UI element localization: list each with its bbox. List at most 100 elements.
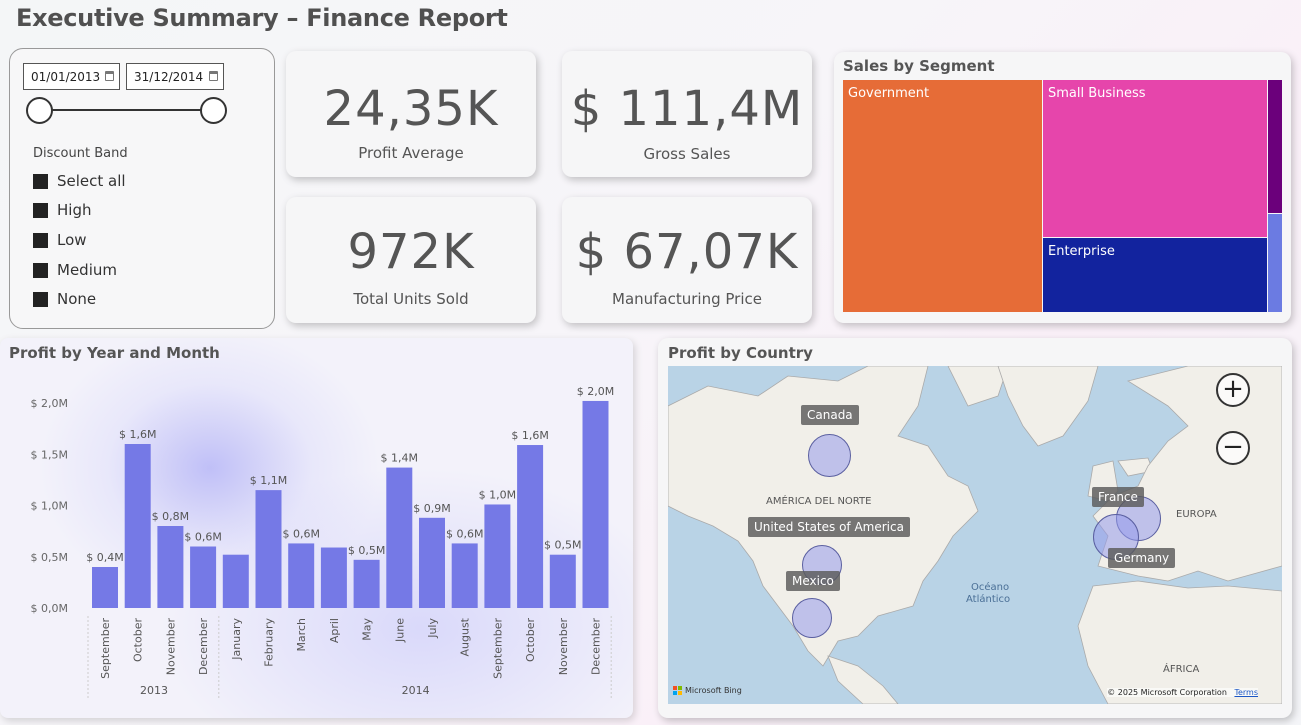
- bar[interactable]: [549, 554, 576, 608]
- terms-link[interactable]: Terms: [1234, 688, 1258, 697]
- data-label: $ 2,0M: [577, 385, 614, 398]
- bing-attribution: Microsoft Bing: [673, 686, 742, 695]
- data-label: $ 1,0M: [479, 488, 516, 501]
- profit-by-country-card: Profit by Country AMÉRICA DEL NORTE EURO…: [658, 338, 1292, 718]
- data-label: $ 1,1M: [250, 474, 287, 487]
- ocean-label: Océano: [971, 582, 1010, 593]
- discount-option-none[interactable]: None: [33, 290, 96, 308]
- kpi-card-gross-sales: $ 111,4M Gross Sales: [562, 51, 812, 177]
- bar-chart: $ 0,0M $ 0,5M $ 1,0M $ 1,5M $ 2,0M $ 0,4M Sept…: [31, 385, 614, 700]
- x-tick-label: October: [524, 618, 537, 662]
- panel-title: Sales by Segment: [843, 57, 995, 75]
- tile-label: Small Business: [1048, 86, 1146, 101]
- x-tick-label: October: [132, 618, 145, 662]
- kpi-card-profit-average: 24,35K Profit Average: [286, 51, 536, 177]
- treemap-tile-small-business[interactable]: Small Business: [1043, 80, 1267, 237]
- end-date-input[interactable]: 31/12/2014: [126, 63, 224, 90]
- panel-title: Profit by Country: [668, 344, 813, 362]
- data-label: $ 0,5M: [544, 539, 581, 552]
- calendar-icon[interactable]: [105, 71, 114, 81]
- start-date-input[interactable]: 01/01/2013: [23, 63, 120, 90]
- page-title: Executive Summary – Finance Report: [16, 4, 508, 32]
- discount-option-medium[interactable]: Medium: [33, 261, 117, 279]
- checkbox[interactable]: [33, 262, 48, 278]
- region-label: ÁFRICA: [1163, 664, 1200, 675]
- y-tick-label: $ 1,0M: [31, 500, 68, 513]
- calendar-icon[interactable]: [209, 71, 218, 81]
- option-label: High: [57, 201, 92, 219]
- copyright-text: © 2025 Microsoft Corporation: [1107, 688, 1227, 697]
- bar[interactable]: [92, 567, 118, 608]
- x-tick-label: May: [361, 618, 374, 641]
- data-label: $ 0,4M: [86, 551, 123, 564]
- ocean-label: Atlántico: [966, 594, 1011, 605]
- bar[interactable]: [190, 546, 217, 609]
- date-range-slider-track[interactable]: [40, 109, 214, 111]
- zoom-out-button[interactable]: −: [1216, 431, 1250, 465]
- checkbox[interactable]: [33, 291, 48, 307]
- data-label: $ 1,6M: [511, 429, 548, 442]
- zoom-in-button[interactable]: +: [1216, 373, 1250, 407]
- x-tick-label: April: [328, 618, 341, 643]
- data-label: $ 0,6M: [184, 531, 221, 544]
- treemap-tile-channel-partners[interactable]: [1268, 80, 1282, 213]
- bar[interactable]: [386, 467, 413, 608]
- y-tick-label: $ 1,5M: [31, 448, 68, 461]
- discount-option-select-all[interactable]: Select all: [33, 172, 126, 190]
- bar[interactable]: [517, 445, 544, 608]
- checkbox[interactable]: [33, 173, 48, 189]
- x-tick-label: December: [197, 618, 210, 676]
- bar[interactable]: [320, 547, 347, 608]
- discount-option-low[interactable]: Low: [33, 231, 87, 249]
- bar[interactable]: [222, 554, 249, 608]
- x-tick-label: September: [99, 618, 112, 679]
- x-tick-label: December: [590, 618, 603, 676]
- country-label-canada: Canada: [801, 405, 859, 425]
- discount-band-title: Discount Band: [33, 146, 128, 161]
- kpi-value: $ 67,07K: [575, 224, 799, 280]
- option-label: Select all: [57, 172, 126, 190]
- bar[interactable]: [419, 517, 445, 608]
- bar[interactable]: [353, 559, 380, 608]
- treemap-tile-midmarket[interactable]: [1268, 214, 1282, 312]
- tile-label: Government: [848, 86, 930, 101]
- treemap-tile-government[interactable]: Government: [843, 80, 1042, 312]
- checkbox[interactable]: [33, 202, 48, 218]
- discount-option-high[interactable]: High: [33, 201, 91, 219]
- y-tick-label: $ 2,0M: [31, 397, 68, 410]
- x-tick-label: February: [263, 618, 276, 667]
- bar[interactable]: [484, 504, 511, 608]
- sales-by-segment-card: Sales by Segment Government Small Busine…: [834, 52, 1291, 323]
- bar[interactable]: [288, 543, 315, 608]
- copyright-attribution: © 2025 Microsoft Corporation Terms: [1107, 688, 1258, 697]
- bubble-canada[interactable]: [808, 434, 851, 477]
- tile-label: Enterprise: [1048, 244, 1115, 259]
- bar[interactable]: [255, 490, 282, 608]
- x-tick-label: September: [491, 618, 504, 679]
- bar[interactable]: [451, 543, 478, 608]
- kpi-label: Gross Sales: [643, 145, 731, 163]
- x-tick-label: November: [557, 618, 570, 676]
- checkbox[interactable]: [33, 232, 48, 248]
- country-label-france: France: [1092, 487, 1144, 507]
- end-date-value: 31/12/2014: [134, 70, 204, 84]
- bubble-mexico[interactable]: [792, 598, 832, 638]
- map-canvas[interactable]: AMÉRICA DEL NORTE EUROPA Océano Atlántic…: [668, 366, 1282, 704]
- country-label-germany: Germany: [1108, 548, 1176, 568]
- x-tick-label: November: [164, 618, 177, 676]
- data-label: $ 0,9M: [413, 502, 450, 515]
- date-range-start-handle[interactable]: [26, 97, 53, 124]
- kpi-label: Profit Average: [358, 144, 464, 162]
- x-tick-label: July: [426, 618, 439, 639]
- x-tick-label: June: [393, 618, 406, 643]
- bar[interactable]: [124, 444, 151, 608]
- date-range-end-handle[interactable]: [200, 97, 227, 124]
- kpi-value: $ 111,4M: [570, 81, 804, 137]
- country-label-mexico: Mexico: [786, 571, 840, 591]
- attribution-text: Microsoft Bing: [685, 686, 742, 695]
- bar[interactable]: [582, 400, 609, 608]
- bar[interactable]: [157, 526, 184, 608]
- kpi-card-total-units-sold: 972K Total Units Sold: [286, 197, 536, 323]
- kpi-label: Manufacturing Price: [612, 290, 762, 308]
- treemap-tile-enterprise[interactable]: Enterprise: [1043, 238, 1267, 312]
